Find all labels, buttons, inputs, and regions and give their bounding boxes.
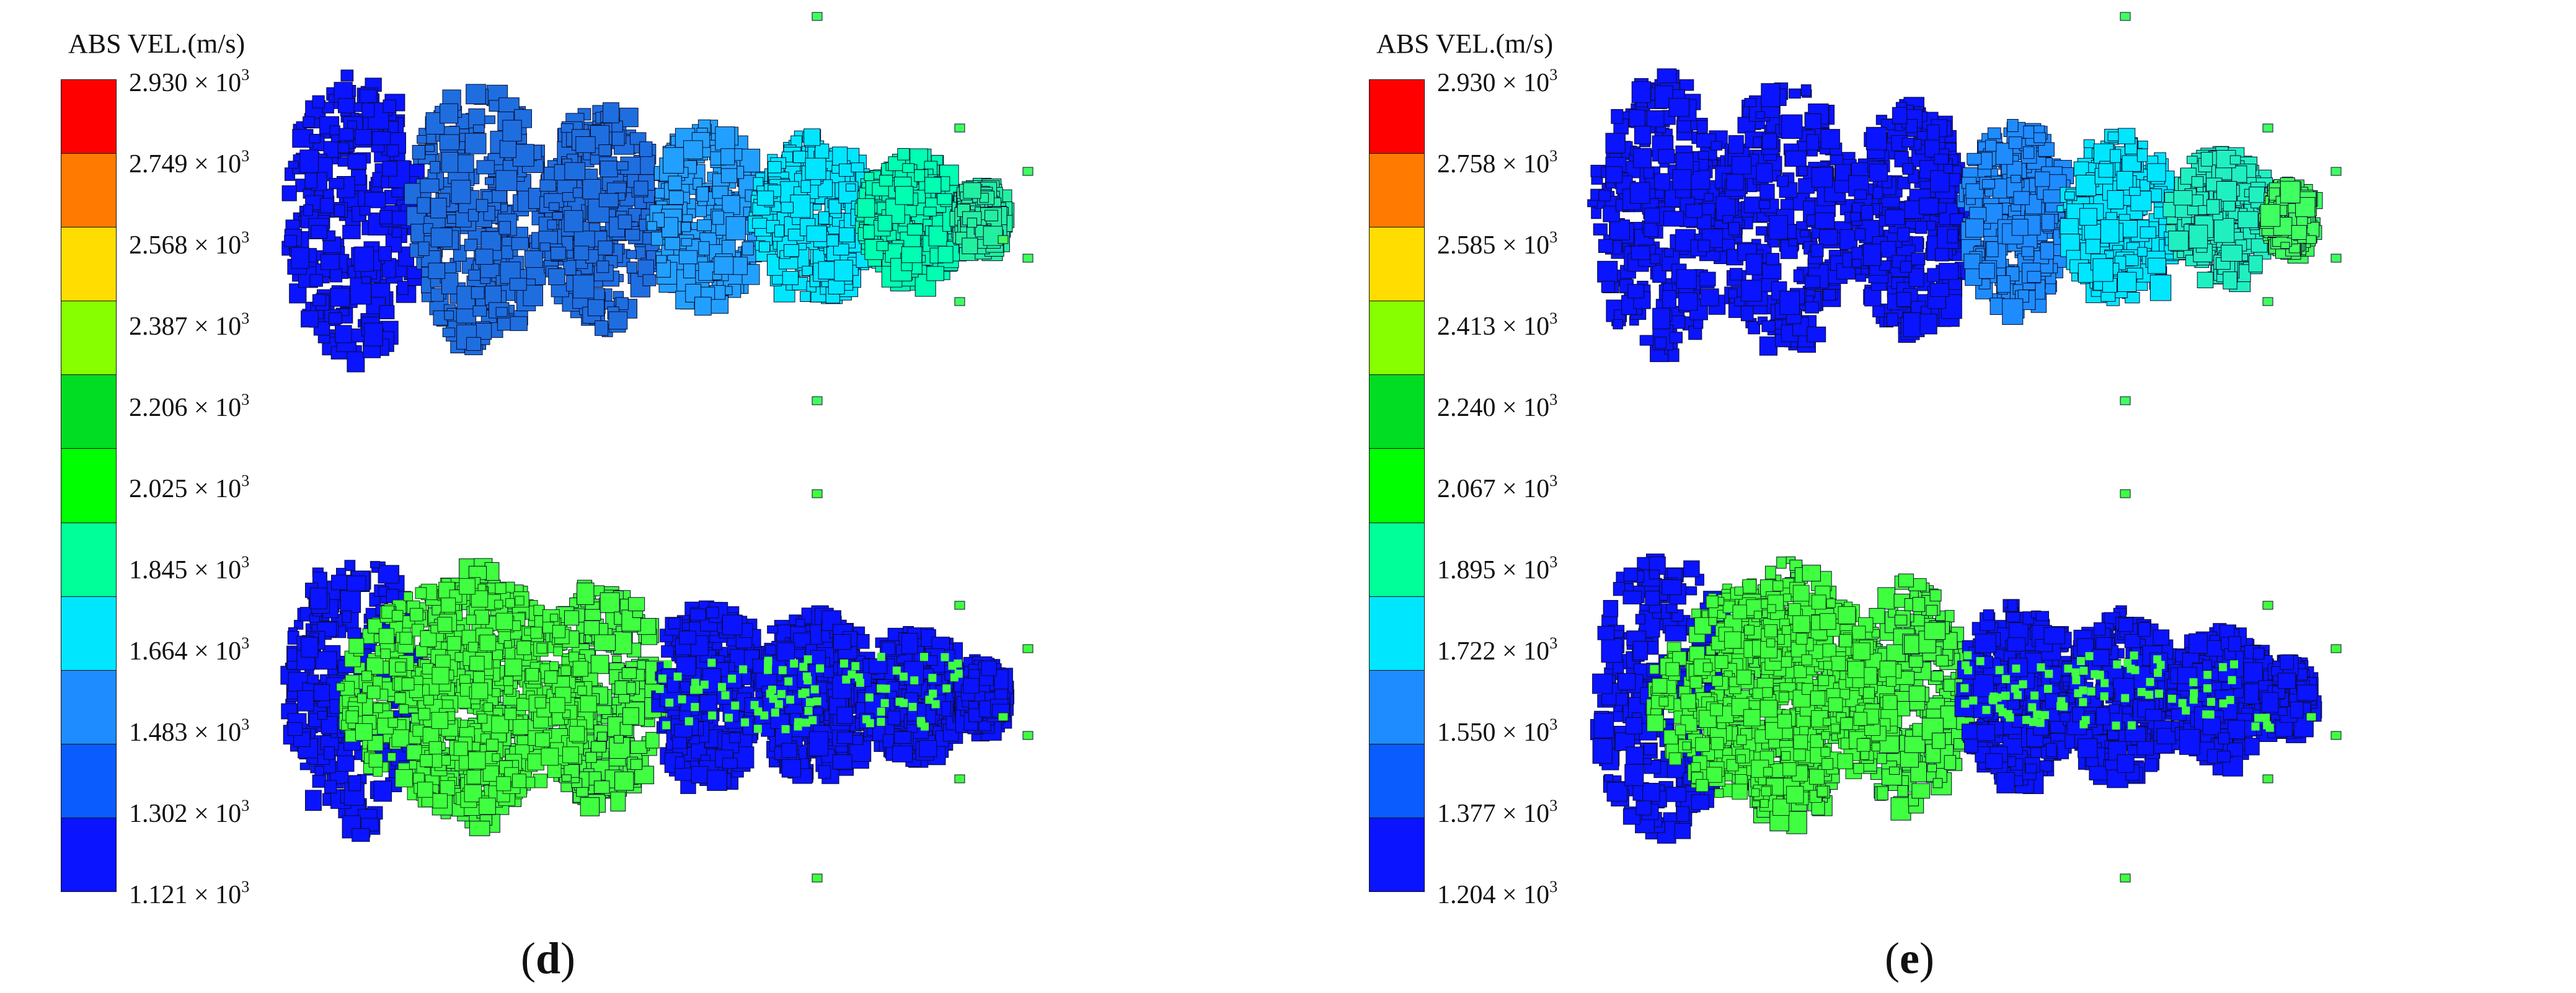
fragment-cloud [1590, 489, 2342, 883]
legend-swatch [61, 522, 117, 598]
legend-tick-label: 1.845 × 103 [129, 553, 250, 585]
legend-swatch [1369, 743, 1425, 819]
velocity-field-top [281, 12, 1033, 405]
legend-tick-label: 1.302 × 103 [129, 797, 250, 828]
legend-swatch [1369, 153, 1425, 228]
legend-swatch [61, 448, 117, 524]
legend-swatch [1369, 669, 1425, 745]
fragment-cloud [281, 12, 1033, 405]
velocity-field-bottom [1590, 489, 2342, 883]
legend-tick-label: 1.895 × 103 [1437, 553, 1558, 585]
legend-swatch [61, 743, 117, 819]
panel-caption: (d) [521, 933, 576, 983]
legend-title: ABS VEL.(m/s) [1376, 29, 1554, 59]
legend-tick-label: 1.121 × 103 [129, 878, 250, 909]
legend-tick-label: 2.568 × 103 [129, 228, 250, 260]
legend-tick-label: 2.413 × 103 [1437, 309, 1558, 341]
legend-tick-label: 2.758 × 103 [1437, 147, 1558, 179]
panel-e: ABS VEL.(m/s) (e) 2.930 × 103 2.758 × 103… [1308, 0, 2576, 993]
fragment-cloud [280, 489, 1033, 883]
panel-d: ABS VEL.(m/s) (d) 2.930 × 103 2.749 × 103… [61, 12, 1033, 983]
legend-swatch [1369, 374, 1425, 449]
legend-tick-label: 2.067 × 103 [1437, 472, 1558, 503]
legend-tick-label: 2.206 × 103 [129, 391, 250, 422]
legend-tick-label: 2.585 × 103 [1437, 228, 1558, 260]
legend-tick-label: 2.240 × 103 [1437, 391, 1558, 422]
legend-swatch [1369, 227, 1425, 302]
legend-tick-label: 1.204 × 103 [1437, 878, 1558, 909]
legend-swatch [61, 817, 117, 893]
legend-swatch [1369, 596, 1425, 671]
legend-tick-label: 1.377 × 103 [1437, 797, 1558, 828]
legend-tick-label: 1.483 × 103 [129, 715, 250, 747]
legend-swatch [1369, 522, 1425, 598]
legend-title: ABS VEL.(m/s) [68, 29, 246, 59]
legend-swatch [61, 153, 117, 228]
legend-tick-label: 1.664 × 103 [129, 634, 250, 666]
legend-swatch [1369, 817, 1425, 893]
legend-tick-label: 2.025 × 103 [129, 472, 250, 503]
legend-swatch [61, 301, 117, 376]
legend-swatch [61, 374, 117, 449]
legend-swatch [61, 669, 117, 745]
legend-tick-label: 2.930 × 103 [1437, 66, 1558, 97]
legend-tick-label: 2.749 × 103 [129, 147, 250, 179]
legend-swatch [1369, 448, 1425, 524]
legend-swatch [61, 79, 117, 154]
velocity-field-top [1587, 12, 2342, 405]
panel-caption: (e) [1885, 933, 1934, 983]
legend-swatch [61, 596, 117, 671]
legend-swatch [1369, 79, 1425, 154]
legend-swatch [1369, 301, 1425, 376]
velocity-field-bottom [280, 489, 1033, 883]
legend-swatch [61, 227, 117, 302]
legend-tick-label: 2.387 × 103 [129, 309, 250, 341]
legend-tick-label: 1.722 × 103 [1437, 634, 1558, 666]
legend-tick-label: 2.930 × 103 [129, 66, 250, 97]
fragment-cloud [1587, 12, 2342, 405]
legend-tick-label: 1.550 × 103 [1437, 715, 1558, 747]
